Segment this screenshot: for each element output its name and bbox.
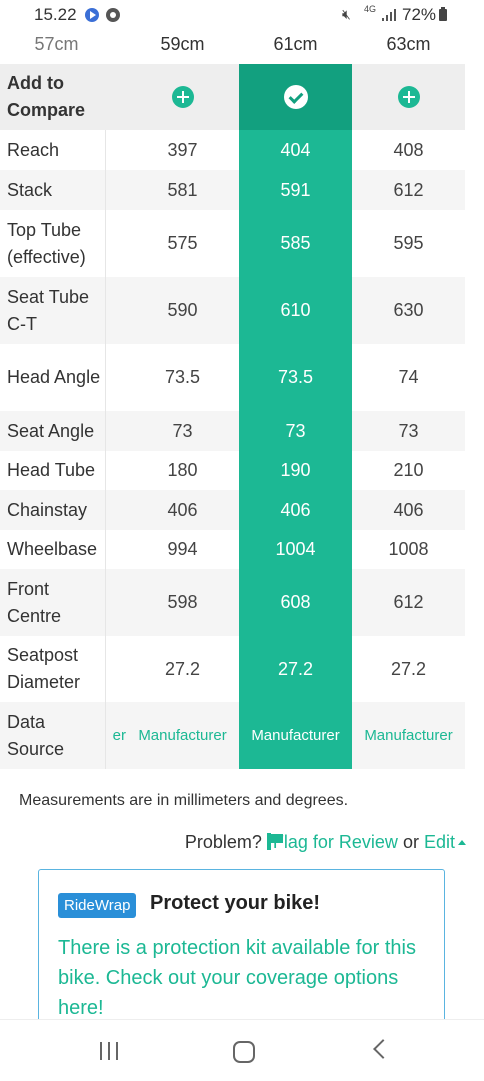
promo-badge: RideWrap [58, 893, 137, 918]
cell-value: 406 [280, 499, 311, 520]
size-header-row: 57cm 59cm 61cm 63cm [0, 30, 484, 64]
cell-value: 590 [167, 300, 198, 320]
row-label: Seat Tube C-T [0, 277, 106, 344]
row-label: Wheelbase [0, 530, 106, 569]
table-row-head-tube: Head Tube [0, 451, 465, 490]
table-row-front-centre: Front Centre [0, 569, 465, 636]
source-link-63[interactable]: Manufacturer [364, 727, 453, 744]
row-label: Seat Angle [0, 411, 106, 451]
play-notification-icon [85, 8, 99, 22]
cell-value: 27.2 [390, 658, 427, 679]
cell-value: 27.2 [164, 658, 201, 679]
cell-value: 585 [280, 233, 311, 253]
back-icon[interactable] [373, 1039, 393, 1059]
table-row-seat-angle: Seat Angle [0, 411, 465, 451]
row-label: Top Tube (effective) [0, 210, 106, 277]
table-row-seat-tube: Seat Tube C-T [0, 277, 465, 344]
add-compare-59-icon[interactable] [171, 86, 194, 108]
cell-value: 595 [393, 233, 424, 253]
caret-up-icon [458, 840, 466, 845]
flag-review-link[interactable]: Flag for Review [266, 832, 398, 852]
cell-value: 610 [280, 300, 311, 320]
recent-apps-icon[interactable] [100, 1042, 120, 1060]
mute-icon: 🔇︎ [342, 6, 351, 22]
row-label: Head Tube [0, 451, 106, 490]
row-label: Head Angle [0, 344, 106, 411]
status-time: 15.22 [34, 5, 77, 24]
table-row-reach: Reach [0, 130, 465, 170]
compare-selected-61-icon[interactable] [283, 85, 308, 109]
source-clipped[interactable]: er [112, 727, 126, 744]
table-row-seatpost: Seatpost Diameter [0, 636, 465, 702]
table-row-wheelbase: Wheelbase [0, 530, 465, 569]
size-header-61[interactable]: 61cm [273, 34, 318, 54]
table-row-chainstay: Chainstay [0, 490, 465, 530]
table-row-head-angle: Head Angle [0, 344, 465, 411]
cell-value: 73 [398, 420, 419, 441]
cell-value: 74 [398, 367, 419, 387]
cell-value: 73 [285, 420, 306, 441]
cell-value: 994 [167, 539, 198, 559]
network-type: 4G [364, 4, 377, 14]
cell-value: 406 [167, 499, 198, 520]
cell-value: 408 [393, 139, 424, 160]
row-label: Data Source [0, 702, 106, 769]
selected-size-column [239, 64, 352, 769]
cell-value: 591 [280, 179, 311, 200]
compare-label: Add to Compare [7, 73, 86, 120]
promo-box[interactable]: RideWrap Protect your bike! There is a p… [38, 869, 445, 1039]
cell-value: 1004 [275, 539, 316, 559]
problem-bar: Problem? Flag for Review or Edit [185, 832, 466, 853]
source-link-61[interactable]: Manufacturer [251, 727, 340, 744]
status-bar: 15.22 🔇︎ 4G 72% [0, 0, 484, 30]
row-label: Front Centre [0, 569, 106, 636]
cell-value: 612 [393, 592, 424, 612]
cell-value: 598 [167, 592, 198, 612]
cell-value: 630 [393, 300, 424, 320]
add-compare-63-icon[interactable] [397, 86, 420, 108]
row-label: Reach [0, 130, 106, 170]
cell-value: 575 [167, 233, 198, 253]
cell-value: 73.5 [164, 367, 201, 387]
cell-value: 1008 [388, 539, 429, 559]
cell-value: 73 [172, 420, 193, 441]
signal-icon [382, 9, 398, 21]
cell-value: 180 [167, 460, 198, 480]
table-row-data-source: Data Source er [0, 702, 465, 769]
cell-value: 608 [280, 592, 311, 612]
home-icon[interactable] [233, 1041, 255, 1063]
row-label: Stack [0, 170, 106, 210]
chrome-notification-icon [106, 8, 120, 22]
size-header-59[interactable]: 59cm [160, 34, 205, 54]
or-text: or [402, 832, 419, 852]
size-header-63[interactable]: 63cm [386, 34, 431, 54]
problem-label: Problem? [184, 832, 262, 852]
cell-value: 404 [280, 139, 311, 160]
table-row-top-tube: Top Tube (effective) [0, 210, 465, 277]
cell-value: 612 [393, 179, 424, 200]
battery-icon [439, 7, 447, 21]
edit-link[interactable]: Edit [424, 832, 466, 852]
flag-icon [266, 833, 283, 850]
cell-value: 406 [393, 499, 424, 520]
table-row-stack: Stack [0, 170, 465, 210]
source-link-59[interactable]: Manufacturer [138, 727, 227, 744]
cell-value: 210 [393, 460, 424, 480]
cell-value: 190 [280, 460, 311, 480]
promo-title: Protect your bike! [150, 892, 321, 914]
battery-percent: 72% [402, 5, 437, 24]
row-label: Chainstay [0, 490, 106, 530]
size-header-57[interactable]: 57cm [34, 34, 79, 54]
cell-value: 73.5 [277, 367, 314, 387]
promo-link[interactable]: There is a protection kit available for … [58, 937, 416, 1019]
row-label: Seatpost Diameter [0, 636, 106, 702]
units-note: Measurements are in millimeters and degr… [19, 792, 349, 809]
cell-value: 581 [167, 179, 198, 200]
system-nav-bar [0, 1019, 484, 1081]
compare-row: Add to Compare [0, 64, 465, 130]
cell-value: 27.2 [277, 658, 314, 679]
cell-value: 397 [167, 139, 198, 160]
